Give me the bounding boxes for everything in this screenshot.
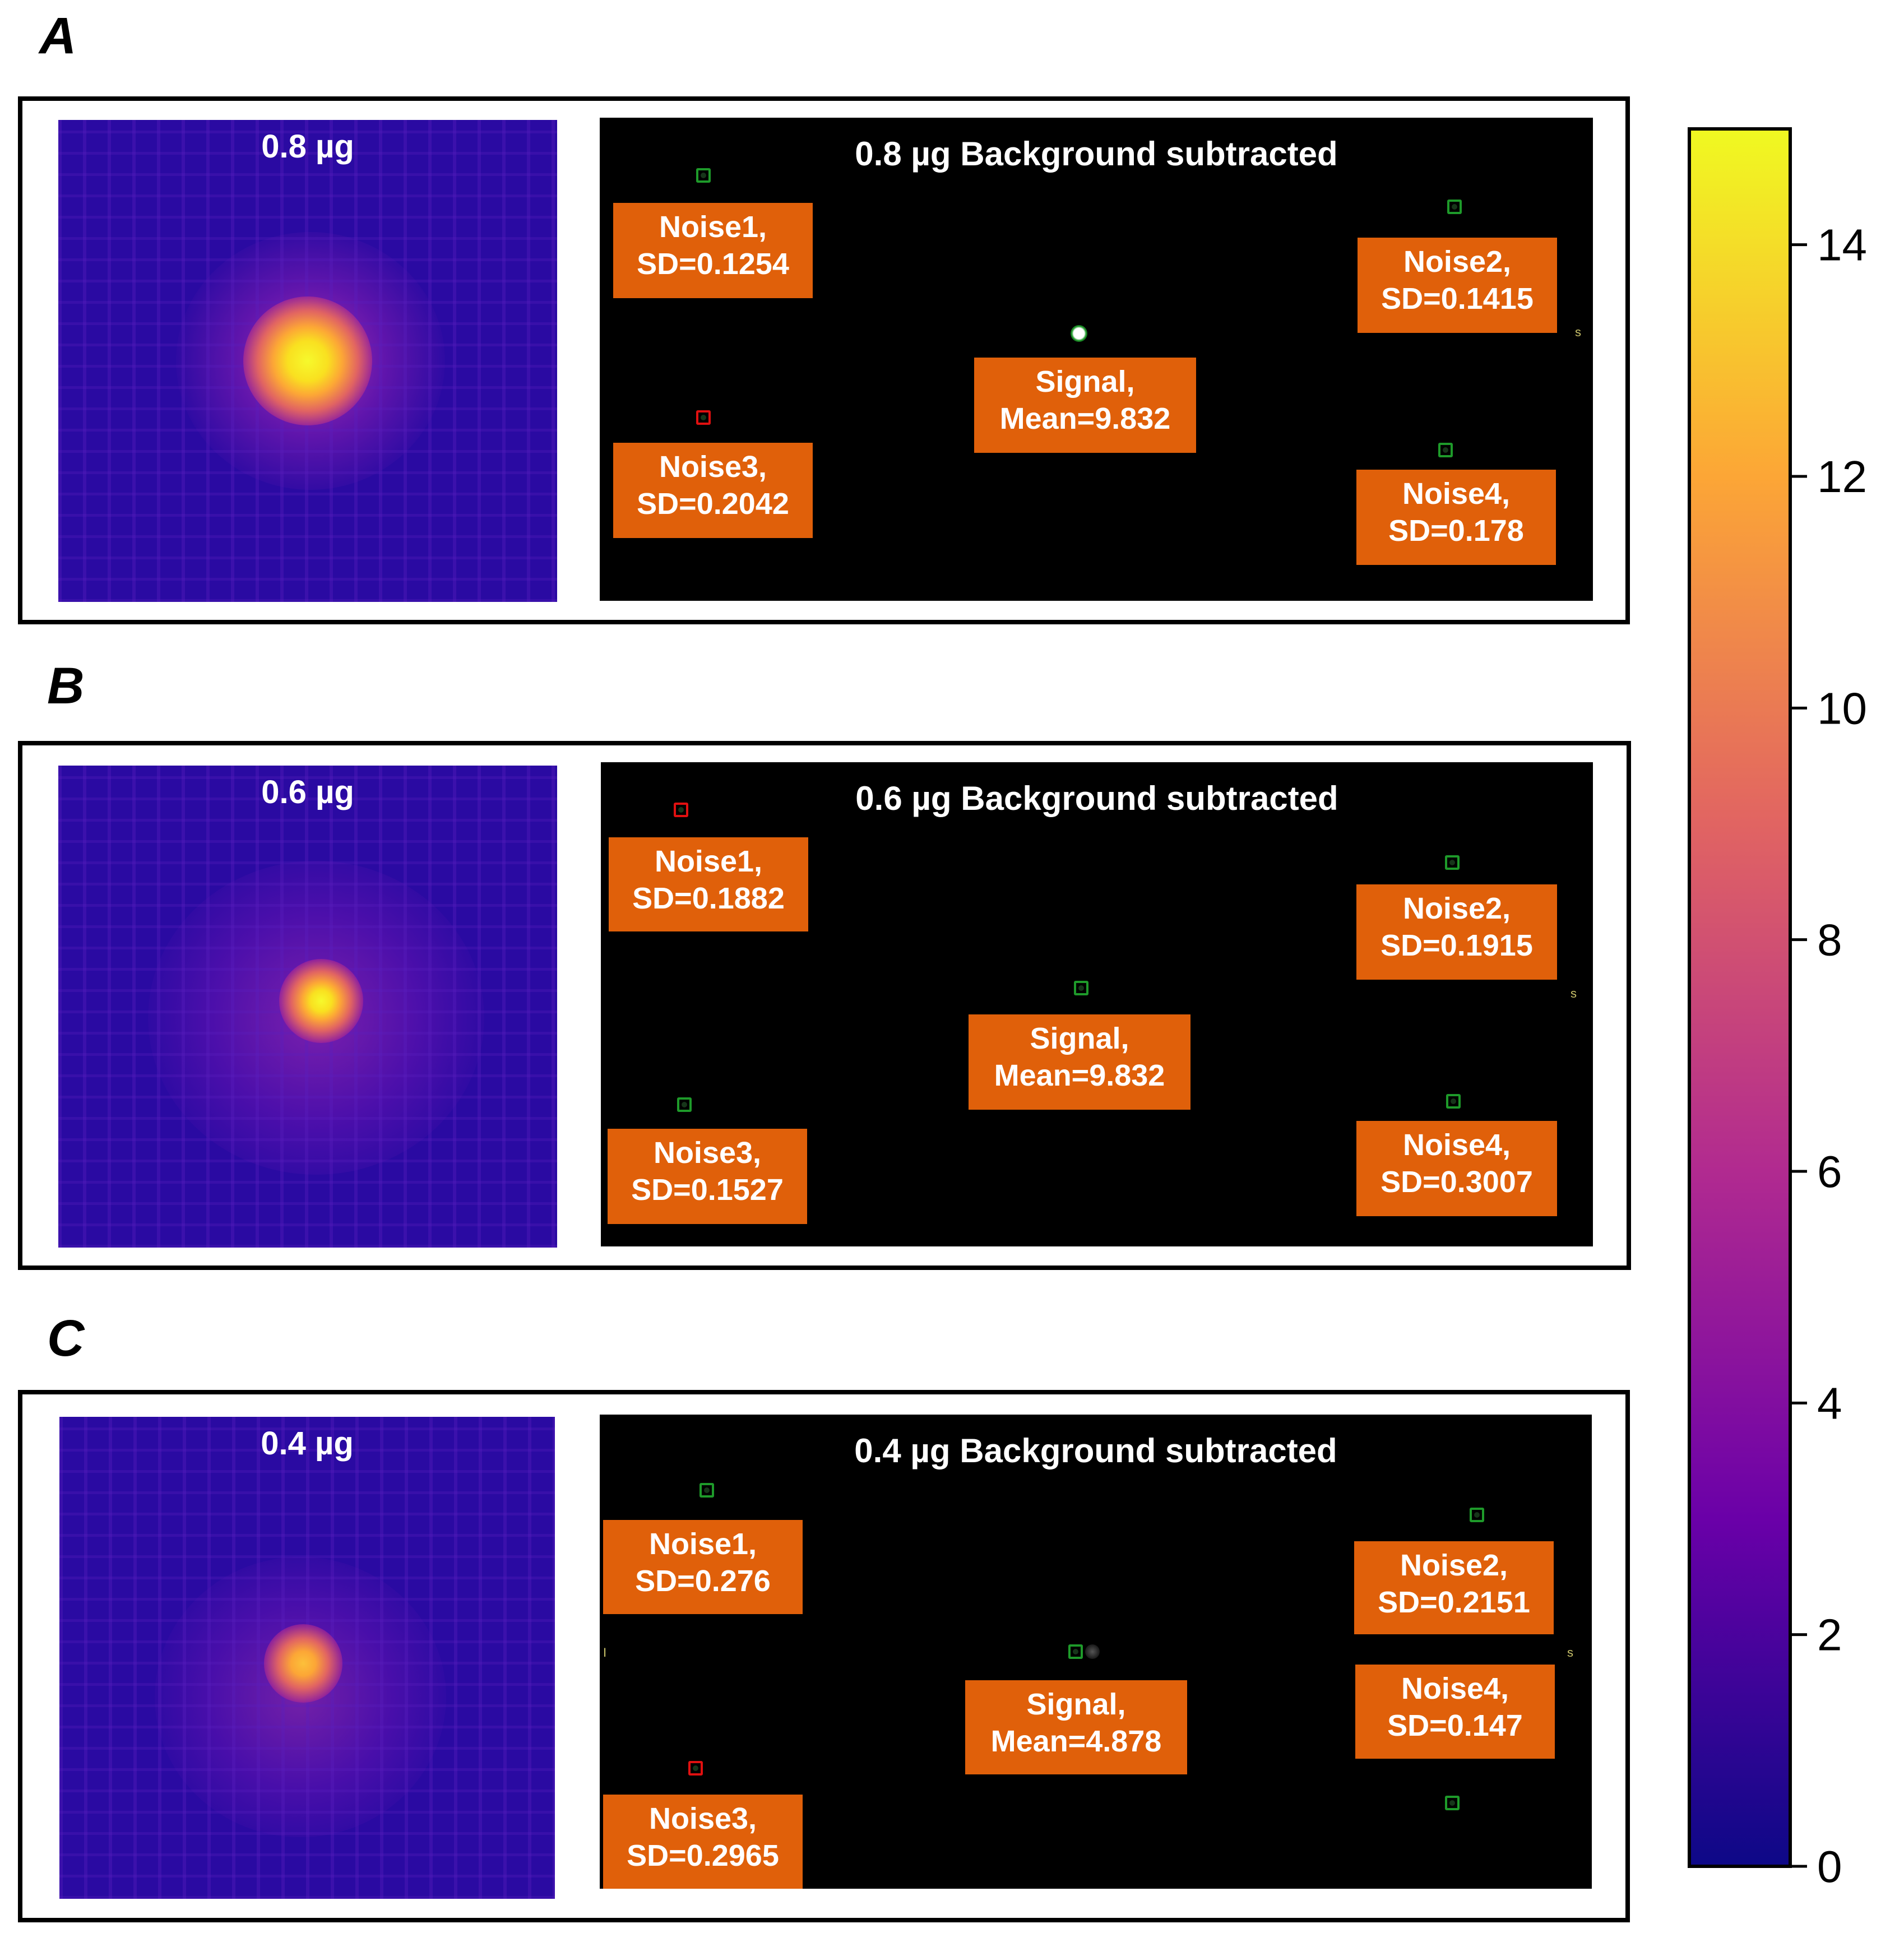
panel-c-noise1-roi	[699, 1483, 714, 1498]
panel-c-noise2-roi	[1470, 1508, 1484, 1522]
panel-c-noise4-label: Noise4, SD=0.147	[1355, 1665, 1555, 1759]
panel-c-frame	[18, 1390, 1630, 1922]
panel-c-noise1-label: Noise1, SD=0.276	[603, 1520, 803, 1614]
panel-a-noise2-label: Noise2, SD=0.1415	[1358, 238, 1557, 333]
panel-c-noise3-roi	[688, 1761, 703, 1776]
panel-c-noise4-roi	[1445, 1796, 1460, 1810]
colorbar-tick-label: 6	[1817, 1147, 1842, 1197]
panel-b-heatmap-title: 0.6 µg	[261, 774, 354, 810]
panel-a-subtracted-image: 0.8 µg Background subtracted Noise1, SD=…	[600, 118, 1593, 601]
colorbar-gradient	[1688, 127, 1792, 1868]
panel-b-signal-label: Signal, Mean=9.832	[969, 1014, 1190, 1110]
panel-c-noise2-value: SD=0.2151	[1378, 1586, 1530, 1619]
panel-a-noise1-value: SD=0.1254	[637, 247, 789, 281]
panel-b-noise1-roi	[674, 803, 688, 817]
panel-c-signal-name: Signal,	[1026, 1688, 1126, 1721]
panel-b-noise3-label: Noise3, SD=0.1527	[608, 1129, 807, 1224]
panel-c-noise3-value: SD=0.2965	[627, 1839, 779, 1872]
panel-b-noise3-value: SD=0.1527	[631, 1173, 784, 1207]
colorbar: 0 2 4 6 8 10 12 14	[1687, 127, 1900, 1892]
panel-a-noise2-value: SD=0.1415	[1381, 282, 1534, 316]
panel-b-noise2-label: Noise2, SD=0.1915	[1356, 884, 1557, 980]
colorbar-tick-label: 2	[1817, 1610, 1842, 1660]
panel-a-noise3-name: Noise3,	[659, 450, 767, 484]
panel-a-noise1-roi	[696, 168, 711, 183]
panel-b-noise2-value: SD=0.1915	[1380, 929, 1533, 962]
panel-c-letter: C	[47, 1310, 85, 1367]
panel-b-noise1-label: Noise1, SD=0.1882	[609, 837, 808, 931]
panel-c-noise3-label: Noise3, SD=0.2965	[603, 1795, 803, 1889]
panel-c-signal-label: Signal, Mean=4.878	[965, 1680, 1187, 1774]
panel-a-noise1-name: Noise1,	[659, 210, 767, 244]
panel-c-heatmap-title: 0.4 µg	[261, 1425, 354, 1462]
panel-b-noise1-value: SD=0.1882	[632, 882, 785, 915]
panel-a-signal-name: Signal,	[1035, 365, 1135, 398]
panel-b-noise1-name: Noise1,	[654, 845, 763, 878]
panel-c-hotspot	[264, 1624, 342, 1703]
panel-a-edge-mark: s	[1575, 325, 1581, 339]
panel-a-signal-spot	[1071, 325, 1087, 342]
panel-a-letter: A	[39, 7, 77, 64]
panel-b-signal-value: Mean=9.832	[994, 1059, 1165, 1092]
panel-a-signal-value: Mean=9.832	[999, 402, 1171, 435]
colorbar-tick-label: 4	[1817, 1378, 1842, 1428]
colorbar-tick-label: 0	[1817, 1842, 1842, 1886]
panel-a-noise2-roi	[1447, 200, 1462, 214]
panel-c-heatmap: 0.4 µg	[59, 1417, 555, 1899]
panel-a-frame	[18, 96, 1630, 624]
panel-b-signal-name: Signal,	[1030, 1022, 1129, 1055]
panel-a-noise3-roi	[696, 410, 711, 425]
panel-b-noise2-roi	[1445, 855, 1460, 870]
panel-a-noise4-roi	[1438, 443, 1453, 457]
panel-a-hotspot	[243, 296, 372, 425]
panel-c-subtracted-image: 0.4 µg Background subtracted Noise1, SD=…	[600, 1415, 1592, 1889]
panel-c-signal-spot	[1085, 1644, 1100, 1659]
colorbar-tick-label: 10	[1817, 683, 1867, 733]
panel-b-noise4-label: Noise4, SD=0.3007	[1356, 1121, 1557, 1216]
panel-b-noise2-name: Noise2,	[1402, 892, 1511, 925]
panel-b-heatmap: 0.6 µg	[58, 766, 557, 1248]
colorbar-tick-label: 14	[1817, 220, 1867, 270]
colorbar-tick-label: 12	[1817, 452, 1867, 502]
panel-c-edge-mark: s	[1567, 1645, 1573, 1659]
colorbar-ticks: 0 2 4 6 8 10 12 14	[1790, 220, 1867, 1892]
panel-c-noise3-name: Noise3,	[648, 1802, 757, 1835]
panel-c-noise4-value: SD=0.147	[1387, 1709, 1523, 1742]
panel-a-noise3-value: SD=0.2042	[637, 487, 789, 521]
panel-a-heatmap-title: 0.8 µg	[261, 128, 354, 165]
panel-c-noise1-value: SD=0.276	[635, 1564, 771, 1598]
panel-b-noise3-name: Noise3,	[653, 1136, 762, 1170]
panel-c-noise2-name: Noise2,	[1400, 1549, 1508, 1582]
panel-b-edge-mark: s	[1571, 986, 1577, 1000]
panel-b-noise4-name: Noise4,	[1402, 1128, 1511, 1162]
colorbar-svg: 0 2 4 6 8 10 12 14	[1688, 127, 1867, 1892]
colorbar-tick-label: 8	[1817, 915, 1842, 965]
panel-c-noise2-label: Noise2, SD=0.2151	[1354, 1541, 1554, 1634]
panel-a-heatmap: 0.8 µg	[58, 120, 557, 602]
panel-b-letter: B	[47, 657, 85, 715]
panel-a-noise3-label: Noise3, SD=0.2042	[613, 443, 813, 538]
panel-b-subtracted-title: 0.6 µg Background subtracted	[855, 780, 1338, 817]
panel-c-signal-roi	[1068, 1644, 1083, 1659]
panel-a-noise4-name: Noise4,	[1402, 477, 1511, 511]
panel-a-signal-label: Signal, Mean=9.832	[974, 358, 1196, 453]
panel-c-edge-mark-left: I	[603, 1645, 607, 1659]
panel-b-noise3-roi	[677, 1097, 692, 1112]
panel-c-subtracted-title: 0.4 µg Background subtracted	[854, 1432, 1337, 1470]
panel-a-noise4-label: Noise4, SD=0.178	[1356, 470, 1556, 565]
panel-c-noise4-name: Noise4,	[1401, 1672, 1509, 1705]
panel-b-noise4-roi	[1446, 1094, 1461, 1109]
panel-c-signal-value: Mean=4.878	[990, 1725, 1162, 1758]
panel-b-hotspot	[279, 959, 363, 1043]
panel-b-frame	[18, 741, 1631, 1270]
panel-a-noise4-value: SD=0.178	[1388, 514, 1524, 548]
panel-b-signal-roi	[1074, 981, 1088, 995]
panel-b-subtracted-image: 0.6 µg Background subtracted Noise1, SD=…	[601, 762, 1593, 1246]
panel-a-noise2-name: Noise2,	[1403, 245, 1512, 279]
panel-a-noise1-label: Noise1, SD=0.1254	[613, 203, 813, 298]
panel-a-subtracted-title: 0.8 µg Background subtracted	[855, 135, 1338, 173]
panel-b-noise4-value: SD=0.3007	[1380, 1165, 1533, 1199]
panel-c-noise1-name: Noise1,	[648, 1527, 757, 1561]
